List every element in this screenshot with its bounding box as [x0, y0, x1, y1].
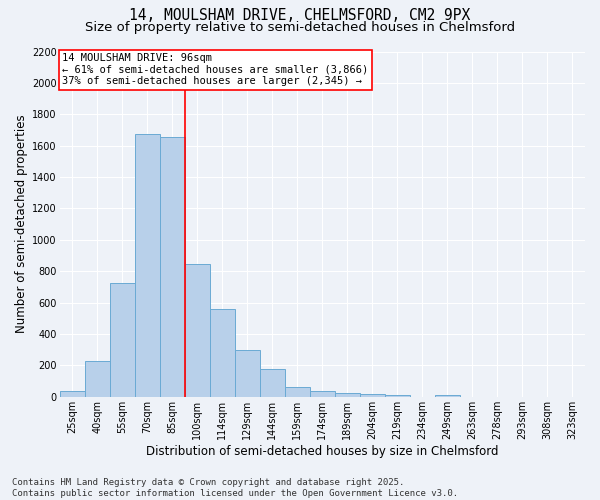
Bar [160, 137, 185, 397]
Bar [210, 309, 235, 397]
Text: Size of property relative to semi-detached houses in Chelmsford: Size of property relative to semi-detach… [85, 21, 515, 34]
Bar [85, 362, 110, 397]
Bar [360, 394, 385, 397]
Bar [310, 390, 335, 397]
Text: Contains HM Land Registry data © Crown copyright and database right 2025.
Contai: Contains HM Land Registry data © Crown c… [12, 478, 458, 498]
Bar [110, 283, 135, 397]
Bar [335, 393, 360, 397]
Text: 14, MOULSHAM DRIVE, CHELMSFORD, CM2 9PX: 14, MOULSHAM DRIVE, CHELMSFORD, CM2 9PX [130, 8, 470, 22]
Bar [135, 134, 160, 397]
Bar [260, 370, 285, 397]
Bar [285, 386, 310, 397]
Bar [385, 395, 410, 397]
Bar [235, 350, 260, 397]
X-axis label: Distribution of semi-detached houses by size in Chelmsford: Distribution of semi-detached houses by … [146, 444, 499, 458]
Bar [185, 264, 210, 397]
Bar [59, 390, 85, 397]
Y-axis label: Number of semi-detached properties: Number of semi-detached properties [15, 115, 28, 334]
Bar [435, 395, 460, 397]
Text: 14 MOULSHAM DRIVE: 96sqm
← 61% of semi-detached houses are smaller (3,866)
37% o: 14 MOULSHAM DRIVE: 96sqm ← 61% of semi-d… [62, 53, 368, 86]
